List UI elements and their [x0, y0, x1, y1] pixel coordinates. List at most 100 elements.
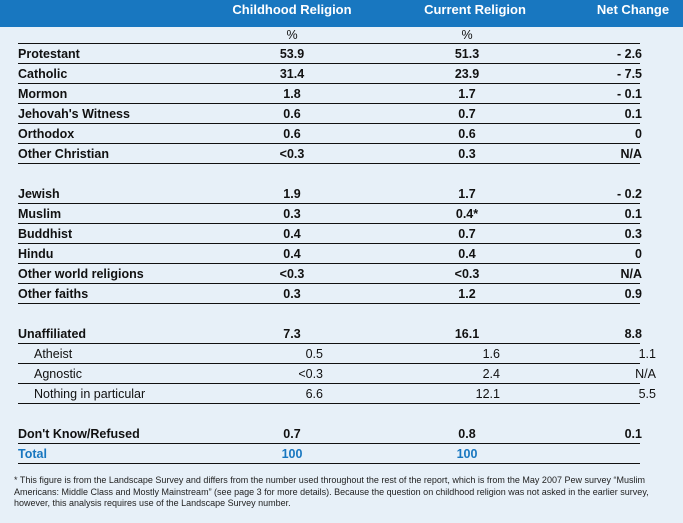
units-row: % % — [0, 25, 683, 45]
row-divider — [18, 303, 640, 304]
header-divider — [18, 43, 640, 44]
childhood-value: 0.7 — [283, 427, 301, 441]
row-divider — [18, 203, 640, 204]
current-value: 1.6 — [482, 347, 500, 361]
row-divider — [18, 263, 640, 264]
current-value: 1.7 — [458, 187, 476, 201]
table-row: Orthodox 0.6 0.6 0 — [0, 124, 683, 144]
table-row: Catholic 31.4 23.9 - 7.5 — [0, 64, 683, 84]
row-label: Other Christian — [18, 147, 109, 161]
row-label: Atheist — [34, 347, 73, 361]
net-change-value: N/A — [620, 267, 642, 281]
current-value: 0.4* — [455, 207, 479, 221]
childhood-value: 53.9 — [279, 47, 305, 61]
current-value: 23.9 — [454, 67, 480, 81]
childhood-value: 0.4 — [283, 247, 301, 261]
row-divider — [18, 163, 640, 164]
net-change-value: 0.1 — [624, 107, 642, 121]
childhood-value: <0.3 — [279, 267, 305, 281]
current-value: 0.7 — [458, 107, 476, 121]
row-divider — [18, 463, 640, 464]
row-label: Catholic — [18, 67, 68, 81]
net-change-value: 5.5 — [638, 387, 656, 401]
net-change-value: 0.3 — [624, 227, 642, 241]
row-divider — [18, 443, 640, 444]
table-row: Muslim 0.3 0.4* 0.1 — [0, 204, 683, 224]
net-change-value: - 7.5 — [616, 67, 642, 81]
header-net-change: Net Change — [596, 2, 670, 17]
table-row: Protestant 53.9 51.3 - 2.6 — [0, 44, 683, 64]
childhood-value: 0.3 — [283, 207, 301, 221]
row-divider — [18, 223, 640, 224]
row-divider — [18, 83, 640, 84]
table-row: Atheist 0.5 1.6 1.1 — [0, 344, 683, 364]
net-change-value: - 0.1 — [616, 87, 642, 101]
row-divider — [18, 243, 640, 244]
current-value: 12.1 — [475, 387, 500, 401]
row-label: Unaffiliated — [18, 327, 87, 341]
table-row: Other world religions <0.3 <0.3 N/A — [0, 264, 683, 284]
table-row: Jehovah's Witness 0.6 0.7 0.1 — [0, 104, 683, 124]
childhood-value: 0.6 — [283, 127, 301, 141]
net-change-value: - 2.6 — [616, 47, 642, 61]
row-label: Hindu — [18, 247, 54, 261]
row-label: Jewish — [18, 187, 60, 201]
childhood-value: 7.3 — [283, 327, 301, 341]
row-label: Total — [18, 447, 47, 461]
table-row: Buddhist 0.4 0.7 0.3 — [0, 224, 683, 244]
current-value: 0.8 — [458, 427, 476, 441]
table-row: Don't Know/Refused 0.7 0.8 0.1 — [0, 424, 683, 444]
table-row: Other Christian <0.3 0.3 N/A — [0, 144, 683, 164]
row-label: Jehovah's Witness — [18, 107, 130, 121]
childhood-value: 0.4 — [283, 227, 301, 241]
table-row: Other faiths 0.3 1.2 0.9 — [0, 284, 683, 304]
current-value: 1.7 — [458, 87, 476, 101]
childhood-value: 0.5 — [305, 347, 323, 361]
net-change-value: 0.1 — [624, 427, 642, 441]
net-change-value: 1.1 — [638, 347, 656, 361]
row-label: Nothing in particular — [34, 387, 146, 401]
current-value: 2.4 — [482, 367, 500, 381]
current-value: 0.4 — [458, 247, 476, 261]
net-change-value: N/A — [635, 367, 656, 381]
table-row: Nothing in particular 6.6 12.1 5.5 — [0, 384, 683, 404]
unit-childhood: % — [286, 28, 298, 42]
current-value: 0.6 — [458, 127, 476, 141]
row-label: Other faiths — [18, 287, 89, 301]
net-change-value: 8.8 — [624, 327, 642, 341]
table-row: Agnostic <0.3 2.4 N/A — [0, 364, 683, 384]
row-divider — [18, 403, 640, 404]
row-divider — [18, 63, 640, 64]
row-label: Orthodox — [18, 127, 75, 141]
net-change-value: 0.1 — [624, 207, 642, 221]
current-value: 1.2 — [458, 287, 476, 301]
row-divider — [18, 343, 640, 344]
childhood-value: 1.9 — [283, 187, 301, 201]
table-row: Mormon 1.8 1.7 - 0.1 — [0, 84, 683, 104]
net-change-value: 0 — [635, 127, 642, 141]
row-label: Other world religions — [18, 267, 144, 281]
net-change-value: 0.9 — [624, 287, 642, 301]
row-label: Buddhist — [18, 227, 73, 241]
row-divider — [18, 123, 640, 124]
net-change-value: 0 — [635, 247, 642, 261]
childhood-value: 0.3 — [283, 287, 301, 301]
row-divider — [18, 283, 640, 284]
net-change-value: - 0.2 — [616, 187, 642, 201]
row-label: Muslim — [18, 207, 62, 221]
table-row: Unaffiliated 7.3 16.1 8.8 — [0, 324, 683, 344]
current-value: 0.3 — [458, 147, 476, 161]
childhood-value: 0.6 — [283, 107, 301, 121]
table-row: Total 100 100 — [0, 444, 683, 464]
current-value: 16.1 — [454, 327, 480, 341]
current-value: 51.3 — [454, 47, 480, 61]
row-label: Agnostic — [34, 367, 82, 381]
table-header: Childhood Religion Current Religion Net … — [0, 0, 683, 27]
childhood-value: <0.3 — [298, 367, 323, 381]
childhood-value: 31.4 — [279, 67, 305, 81]
row-divider — [18, 143, 640, 144]
row-divider — [18, 363, 640, 364]
childhood-value: 6.6 — [305, 387, 323, 401]
row-label: Mormon — [18, 87, 68, 101]
row-label: Protestant — [18, 47, 80, 61]
